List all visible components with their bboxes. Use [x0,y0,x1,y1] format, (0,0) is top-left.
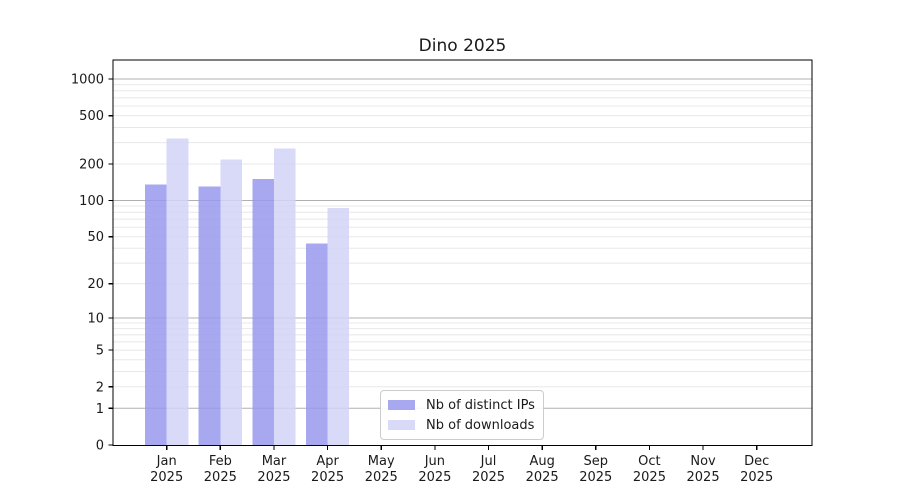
x-tick-label-month: Aug [529,454,554,469]
bar-distinct-ips [198,186,221,446]
x-tick-label-year: 2025 [418,470,451,485]
x-tick-label-month: Jan [156,454,177,469]
y-tick-label: 200 [79,158,104,173]
x-tick-label-month: Jul [480,454,497,469]
x-tick-label-year: 2025 [311,470,344,485]
y-tick-label: 1000 [71,73,104,88]
y-tick-label: 2 [96,380,104,395]
x-tick-label-year: 2025 [257,470,290,485]
x-tick-label-month: Jun [424,454,445,469]
y-tick-label: 50 [87,230,104,245]
bar-distinct-ips [252,179,274,446]
x-tick-label-month: Oct [638,454,660,469]
x-tick-label-year: 2025 [633,470,666,485]
bar-downloads [327,207,350,446]
legend-label-distinct-ips: Nb of distinct IPs [426,397,535,413]
x-tick-label-year: 2025 [687,470,720,485]
y-tick-label: 1 [96,402,104,417]
y-tick-label: 0 [96,439,104,454]
bar-downloads [166,138,189,446]
bar-downloads [273,148,296,446]
legend-item-downloads: Nb of downloads [388,415,535,435]
legend-swatch-distinct-ips [388,400,415,410]
legend-swatch-downloads [388,420,415,430]
x-tick-label-month: Feb [209,454,232,469]
bar-distinct-ips [306,243,328,446]
x-tick-label-year: 2025 [204,470,237,485]
y-tick-label: 5 [96,344,104,359]
plot-border [112,59,813,447]
x-tick-label-year: 2025 [579,470,612,485]
chart-title: Dino 2025 [418,36,507,56]
x-tick-label-month: Dec [744,454,769,469]
y-tick-label: 100 [79,194,104,209]
x-tick-label-month: Apr [316,454,339,469]
y-tick-label: 20 [87,277,104,292]
x-tick-label-month: May [368,454,395,469]
x-tick-label-year: 2025 [472,470,505,485]
x-tick-label-month: Nov [690,454,716,469]
legend-item-distinct-ips: Nb of distinct IPs [388,395,535,415]
bar-downloads [220,159,242,446]
y-tick-label: 10 [87,311,104,326]
x-tick-label-year: 2025 [526,470,559,485]
x-tick-label-month: Mar [262,454,287,469]
x-tick-label-year: 2025 [365,470,398,485]
x-tick-label-year: 2025 [740,470,773,485]
legend: Nb of distinct IPs Nb of downloads [380,390,544,440]
x-tick-label-year: 2025 [150,470,183,485]
x-tick-label-month: Sep [584,454,609,469]
legend-label-downloads: Nb of downloads [426,417,535,433]
bar-distinct-ips [145,184,167,446]
y-tick-label: 500 [79,109,104,124]
